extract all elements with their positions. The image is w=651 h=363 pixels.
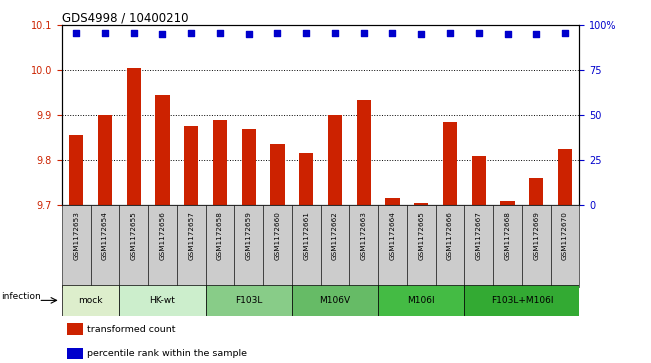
- Bar: [270, 144, 284, 205]
- Point: [330, 30, 340, 36]
- Point: [272, 30, 283, 36]
- Bar: [464, 285, 579, 316]
- Bar: [148, 205, 177, 287]
- Text: HK-wt: HK-wt: [150, 296, 175, 305]
- Bar: [436, 205, 464, 287]
- Bar: [551, 205, 579, 287]
- Bar: [529, 178, 544, 205]
- Text: GSM1172667: GSM1172667: [476, 211, 482, 260]
- Bar: [213, 120, 227, 205]
- Text: M106V: M106V: [320, 296, 350, 305]
- Text: M106I: M106I: [408, 296, 435, 305]
- Point: [531, 32, 542, 37]
- Point: [473, 30, 484, 36]
- Text: GDS4998 / 10400210: GDS4998 / 10400210: [62, 11, 188, 24]
- Text: GSM1172659: GSM1172659: [245, 211, 252, 260]
- Text: GSM1172666: GSM1172666: [447, 211, 453, 260]
- Text: infection: infection: [1, 292, 41, 301]
- Text: GSM1172663: GSM1172663: [361, 211, 367, 260]
- Bar: [328, 115, 342, 205]
- Bar: [177, 205, 206, 287]
- Bar: [385, 198, 400, 205]
- Bar: [206, 285, 292, 316]
- Text: GSM1172670: GSM1172670: [562, 211, 568, 260]
- Point: [387, 30, 398, 36]
- Point: [560, 30, 570, 36]
- Bar: [98, 115, 112, 205]
- Bar: [119, 285, 206, 316]
- Bar: [471, 156, 486, 205]
- Bar: [299, 154, 313, 205]
- Bar: [242, 129, 256, 205]
- Point: [128, 30, 139, 36]
- Bar: [350, 205, 378, 287]
- Text: GSM1172658: GSM1172658: [217, 211, 223, 260]
- Text: GSM1172668: GSM1172668: [505, 211, 510, 260]
- Bar: [62, 205, 90, 287]
- Bar: [62, 285, 119, 316]
- Bar: [493, 205, 522, 287]
- Text: GSM1172657: GSM1172657: [188, 211, 194, 260]
- Text: mock: mock: [78, 296, 103, 305]
- Text: GSM1172662: GSM1172662: [332, 211, 338, 260]
- Bar: [184, 126, 199, 205]
- Bar: [501, 201, 515, 205]
- Point: [243, 32, 254, 37]
- Bar: [69, 135, 83, 205]
- Text: GSM1172656: GSM1172656: [159, 211, 165, 260]
- Text: percentile rank within the sample: percentile rank within the sample: [87, 349, 247, 358]
- Point: [503, 32, 513, 37]
- Point: [445, 30, 455, 36]
- Text: GSM1172655: GSM1172655: [131, 211, 137, 260]
- Bar: [206, 205, 234, 287]
- Bar: [90, 205, 119, 287]
- Bar: [292, 205, 320, 287]
- Bar: [67, 348, 83, 359]
- Bar: [378, 205, 407, 287]
- Text: transformed count: transformed count: [87, 325, 175, 334]
- Bar: [464, 205, 493, 287]
- Bar: [407, 205, 436, 287]
- Bar: [234, 205, 263, 287]
- Bar: [443, 122, 457, 205]
- Text: GSM1172660: GSM1172660: [275, 211, 281, 260]
- Bar: [320, 205, 350, 287]
- Point: [158, 32, 168, 37]
- Bar: [378, 285, 464, 316]
- Text: GSM1172664: GSM1172664: [389, 211, 396, 260]
- Bar: [156, 95, 170, 205]
- Text: F103L+M106I: F103L+M106I: [491, 296, 553, 305]
- Bar: [126, 68, 141, 205]
- Bar: [522, 205, 551, 287]
- Bar: [357, 99, 371, 205]
- Text: GSM1172661: GSM1172661: [303, 211, 309, 260]
- Point: [416, 32, 426, 37]
- Text: GSM1172654: GSM1172654: [102, 211, 108, 260]
- Point: [359, 30, 369, 36]
- Point: [100, 30, 110, 36]
- Point: [71, 30, 81, 36]
- Point: [186, 30, 197, 36]
- Bar: [67, 323, 83, 335]
- Bar: [263, 205, 292, 287]
- Bar: [414, 203, 428, 205]
- Point: [215, 30, 225, 36]
- Text: GSM1172665: GSM1172665: [418, 211, 424, 260]
- Text: GSM1172669: GSM1172669: [533, 211, 539, 260]
- Point: [301, 30, 311, 36]
- Bar: [558, 149, 572, 205]
- Bar: [119, 205, 148, 287]
- Text: F103L: F103L: [235, 296, 262, 305]
- Text: GSM1172653: GSM1172653: [73, 211, 79, 260]
- Bar: [292, 285, 378, 316]
